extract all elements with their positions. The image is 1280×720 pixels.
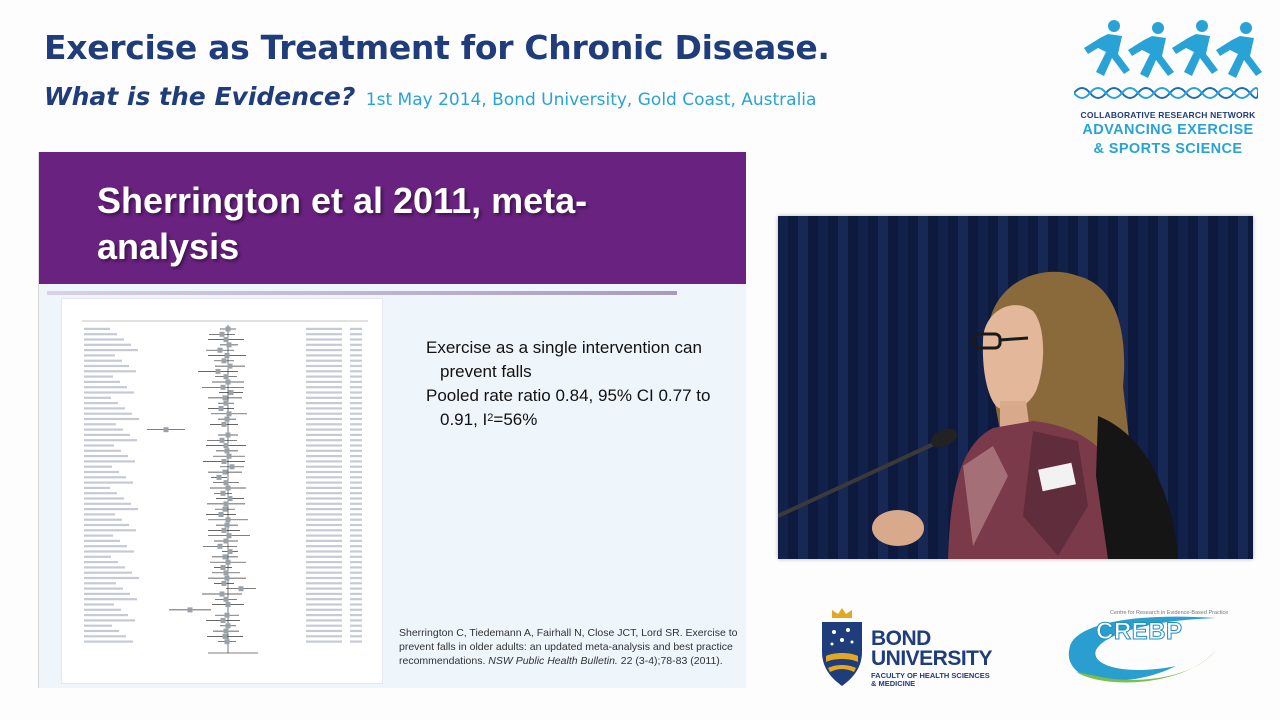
citation-authors-title: Sherrington C, Tiedemann A, Fairhall N, …: [399, 627, 738, 667]
event-title: Exercise as Treatment for Chronic Diseas…: [44, 28, 830, 67]
crn-tagline-line2: & SPORTS SCIENCE: [1093, 141, 1243, 157]
crebp-wordmark: CREBP: [1096, 618, 1183, 646]
bond-logo-line4: & MEDICINE: [871, 679, 916, 688]
bullet2-main: Pooled rate ratio 0.84, 95% CI 0.77 to 0…: [426, 386, 711, 429]
forest-plot-image: [61, 298, 383, 684]
speaker-video-frame: [778, 216, 1253, 559]
slide-body: Exercise as a single intervention can pr…: [426, 336, 746, 432]
bullet2-superscript: 2: [487, 412, 494, 424]
event-date-location: 1st May 2014, Bond University, Gold Coas…: [365, 90, 817, 110]
citation-volume: 22 (3-4);78-83 (2011).: [620, 655, 723, 667]
event-question: What is the Evidence?: [44, 82, 356, 111]
crebp-full-name: Centre for Research in Evidence-Based Pr…: [1110, 610, 1229, 616]
slide-bullet-1: Exercise as a single intervention can pr…: [426, 338, 702, 381]
crebp-swoosh-icon: [1068, 616, 1216, 683]
slide-citation: Sherrington C, Tiedemann A, Fairhall N, …: [399, 626, 743, 668]
bond-logo-line3: FACULTY OF HEALTH SCIENCES: [871, 671, 990, 680]
bond-university-logo: BOND UNIVERSITY FACULTY OF HEALTH SCIENC…: [818, 606, 1018, 690]
presentation-slide: Sherrington et al 2011, meta-analysis Ex…: [38, 152, 746, 688]
bond-logo-line1: BOND: [871, 627, 931, 650]
crn-tagline-line1: ADVANCING EXERCISE: [1082, 122, 1254, 138]
runners-icon: [1084, 20, 1262, 78]
slide-bullet-2: Pooled rate ratio 0.84, 95% CI 0.77 to 0…: [426, 384, 746, 432]
bullet2-suffix: =56%: [493, 410, 538, 429]
slide-title-banner: Sherrington et al 2011, meta-analysis: [39, 152, 746, 284]
event-subtitle: What is the Evidence? 1st May 2014, Bond…: [44, 82, 816, 111]
forest-plot-graphic: [82, 320, 368, 654]
bond-crest-icon: [822, 608, 862, 686]
slide-title: Sherrington et al 2011, meta-analysis: [97, 180, 588, 267]
crebp-logo: Centre for Research in Evidence-Based Pr…: [1066, 606, 1229, 690]
citation-journal: NSW Public Health Bulletin.: [488, 655, 618, 667]
dna-strand-icon: [1074, 87, 1258, 99]
slide-divider: [47, 291, 677, 295]
crn-logo: COLLABORATIVE RESEARCH NETWORK ADVANCING…: [1068, 14, 1268, 164]
crn-network-label: COLLABORATIVE RESEARCH NETWORK: [1080, 110, 1256, 120]
speaker-video: [778, 216, 1253, 559]
bond-logo-line2: UNIVERSITY: [871, 647, 993, 670]
